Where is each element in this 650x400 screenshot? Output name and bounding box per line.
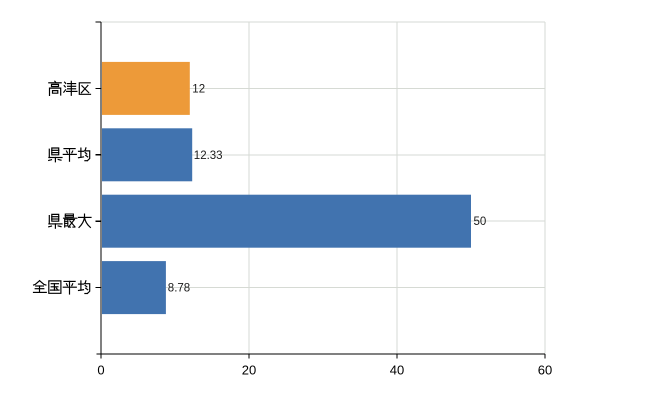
- svg-text:40: 40: [390, 363, 404, 378]
- svg-text:20: 20: [242, 363, 256, 378]
- svg-text:8.78: 8.78: [168, 283, 190, 295]
- svg-text:12.33: 12.33: [194, 150, 223, 162]
- svg-text:60: 60: [538, 363, 552, 378]
- svg-text:50: 50: [474, 216, 487, 228]
- svg-text:0: 0: [97, 363, 104, 378]
- svg-text:12: 12: [192, 83, 205, 95]
